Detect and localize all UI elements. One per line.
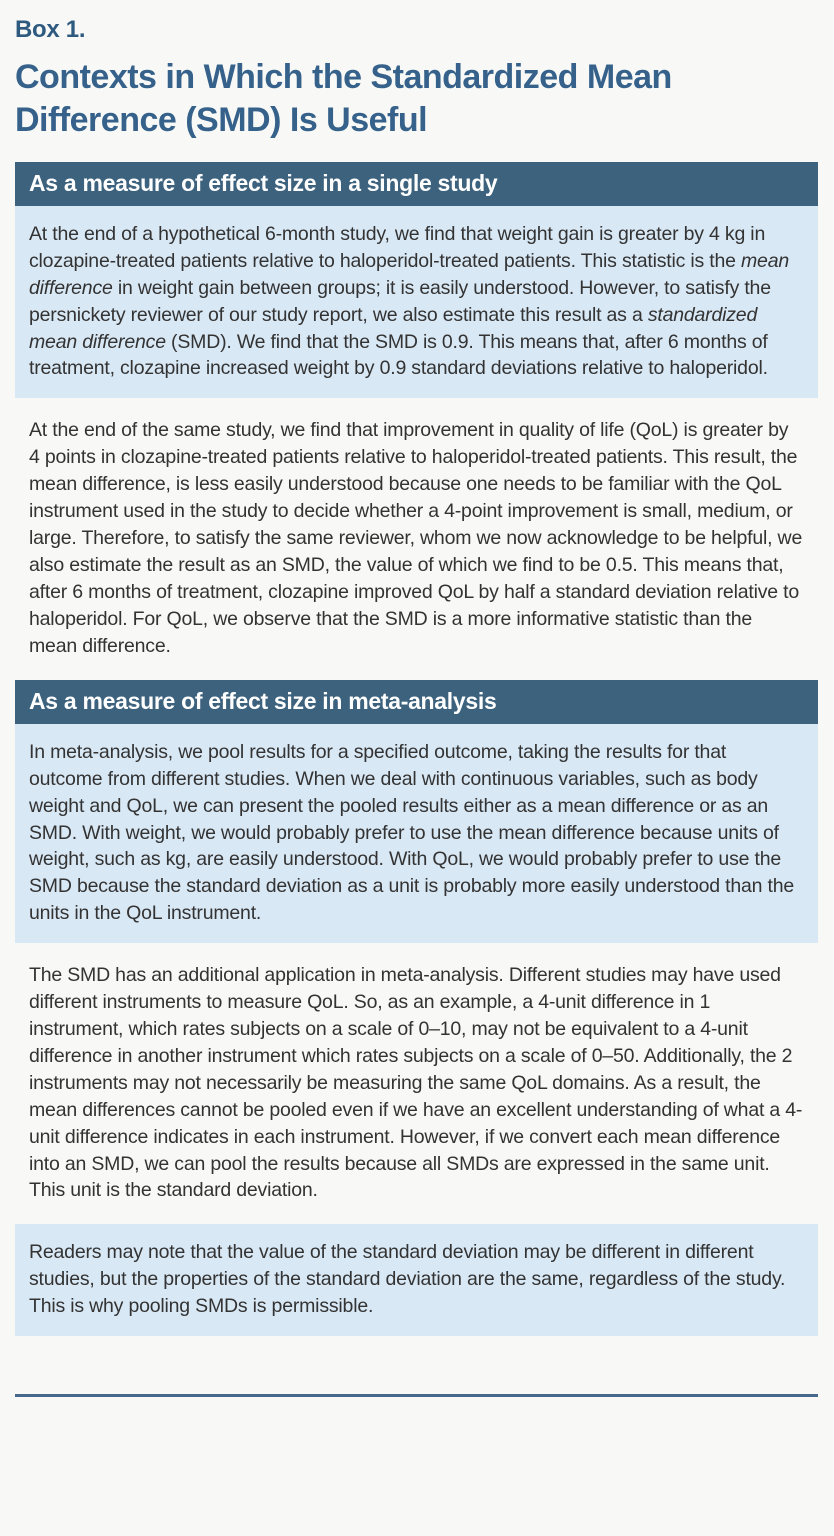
bottom-divider xyxy=(15,1394,818,1398)
paragraph-text-segment: Readers may note that the value of the s… xyxy=(29,1241,786,1318)
paragraph-text-segment: At the end of the same study, we find th… xyxy=(29,419,803,657)
paragraph-text: The SMD has an additional application in… xyxy=(29,962,804,1204)
paragraph-meta-analysis-instruments: The SMD has an additional application in… xyxy=(15,943,818,1224)
section-header-meta-analysis: As a measure of effect size in meta-anal… xyxy=(15,679,818,724)
paragraph-meta-analysis-readers-note: Readers may note that the value of the s… xyxy=(15,1224,818,1337)
paragraph-text: At the end of a hypothetical 6-month stu… xyxy=(29,221,804,382)
paragraph-text-italic-segment: standardized mean difference xyxy=(29,303,758,353)
paragraph-single-study-example-qol: At the end of the same study, we find th… xyxy=(15,398,818,679)
paragraph-text-segment: in weight gain between groups; it is eas… xyxy=(29,276,771,326)
paragraph-text-segment: At the end of a hypothetical 6-month stu… xyxy=(29,222,766,272)
box-title: Contexts in Which the Standardized Mean … xyxy=(15,57,672,140)
paragraph-text-segment: In meta-analysis, we pool results for a … xyxy=(29,740,795,925)
paragraph-text-segment: (SMD). We find that the SMD is 0.9. This… xyxy=(29,330,768,380)
paragraph-meta-analysis-pooling: In meta-analysis, we pool results for a … xyxy=(15,723,818,944)
paragraph-text: In meta-analysis, we pool results for a … xyxy=(29,739,804,927)
paragraph-single-study-example-weight: At the end of a hypothetical 6-month stu… xyxy=(15,205,818,399)
paragraph-text-segment: The SMD has an additional application in… xyxy=(29,964,803,1202)
box-figure: Box 1. Contexts in Which the Standardize… xyxy=(15,16,818,1398)
paragraph-text: Readers may note that the value of the s… xyxy=(29,1239,804,1320)
section-header-single-study: As a measure of effect size in a single … xyxy=(15,161,818,206)
box-body: As a measure of effect size in a single … xyxy=(15,161,818,1337)
box-label: Box 1. xyxy=(15,16,86,43)
paragraph-text-italic-segment: mean difference xyxy=(29,249,789,299)
paragraph-text: At the end of the same study, we find th… xyxy=(29,417,804,659)
